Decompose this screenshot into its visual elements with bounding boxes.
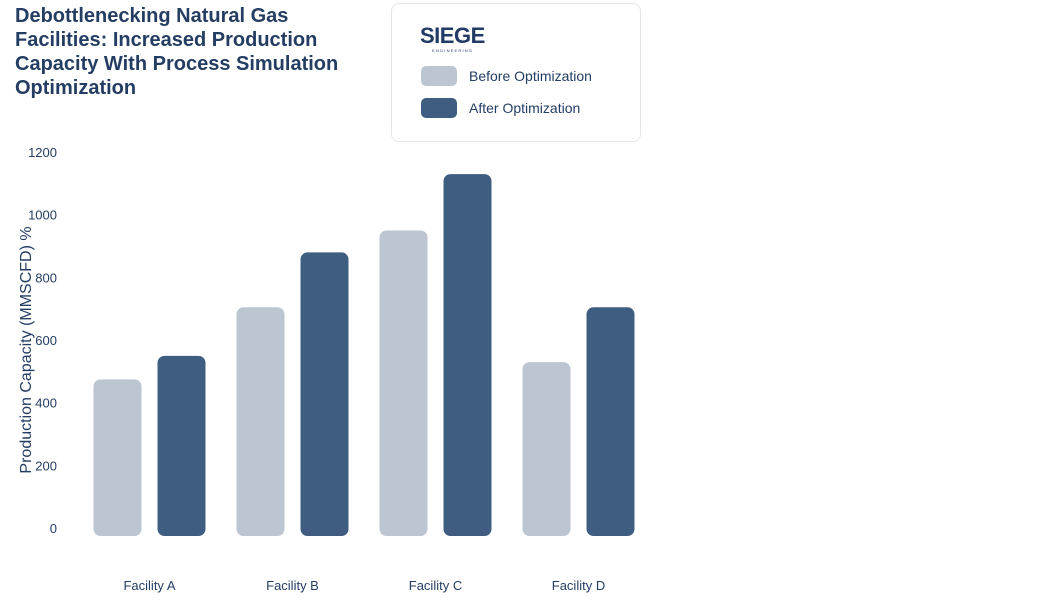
legend-label-after: After Optimization [469,100,581,116]
y-tick-label: 0 [50,521,57,536]
bar-after [157,355,206,536]
legend-item-after: After Optimization [421,97,580,119]
legend-swatch-before [421,66,457,86]
x-tick-label: Facility A [123,578,175,593]
legend: SIEGE ENGINEERING Before Optimization Af… [391,3,641,142]
x-tick-label: Facility B [266,578,319,593]
legend-item-before: Before Optimization [421,65,592,87]
bar-before [522,362,571,536]
bar-before [236,307,285,536]
x-tick-label: Facility C [409,578,462,593]
legend-swatch-after [421,98,457,118]
bar-before [379,230,428,536]
y-axis-label: Production Capacity (MMSCFD) % [18,226,35,473]
y-tick-label: 400 [35,396,57,411]
y-tick-label: 200 [35,458,57,473]
x-tick-label: Facility D [552,578,605,593]
chart-title: Debottlenecking Natural Gas Facilities: … [15,5,339,99]
y-tick-label: 1200 [28,145,57,160]
y-tick-label: 1000 [28,208,57,223]
legend-label-before: Before Optimization [469,68,592,84]
y-tick-label: 800 [35,270,57,285]
y-tick-label: 600 [35,333,57,348]
siege-logo: SIEGE ENGINEERING [420,24,490,54]
logo-wordmark: SIEGE [420,23,485,48]
bar-after [586,307,635,536]
bar-after [300,252,349,536]
bar-after [443,174,492,536]
bar-before [93,379,142,536]
logo-subtext: ENGINEERING [432,48,474,53]
